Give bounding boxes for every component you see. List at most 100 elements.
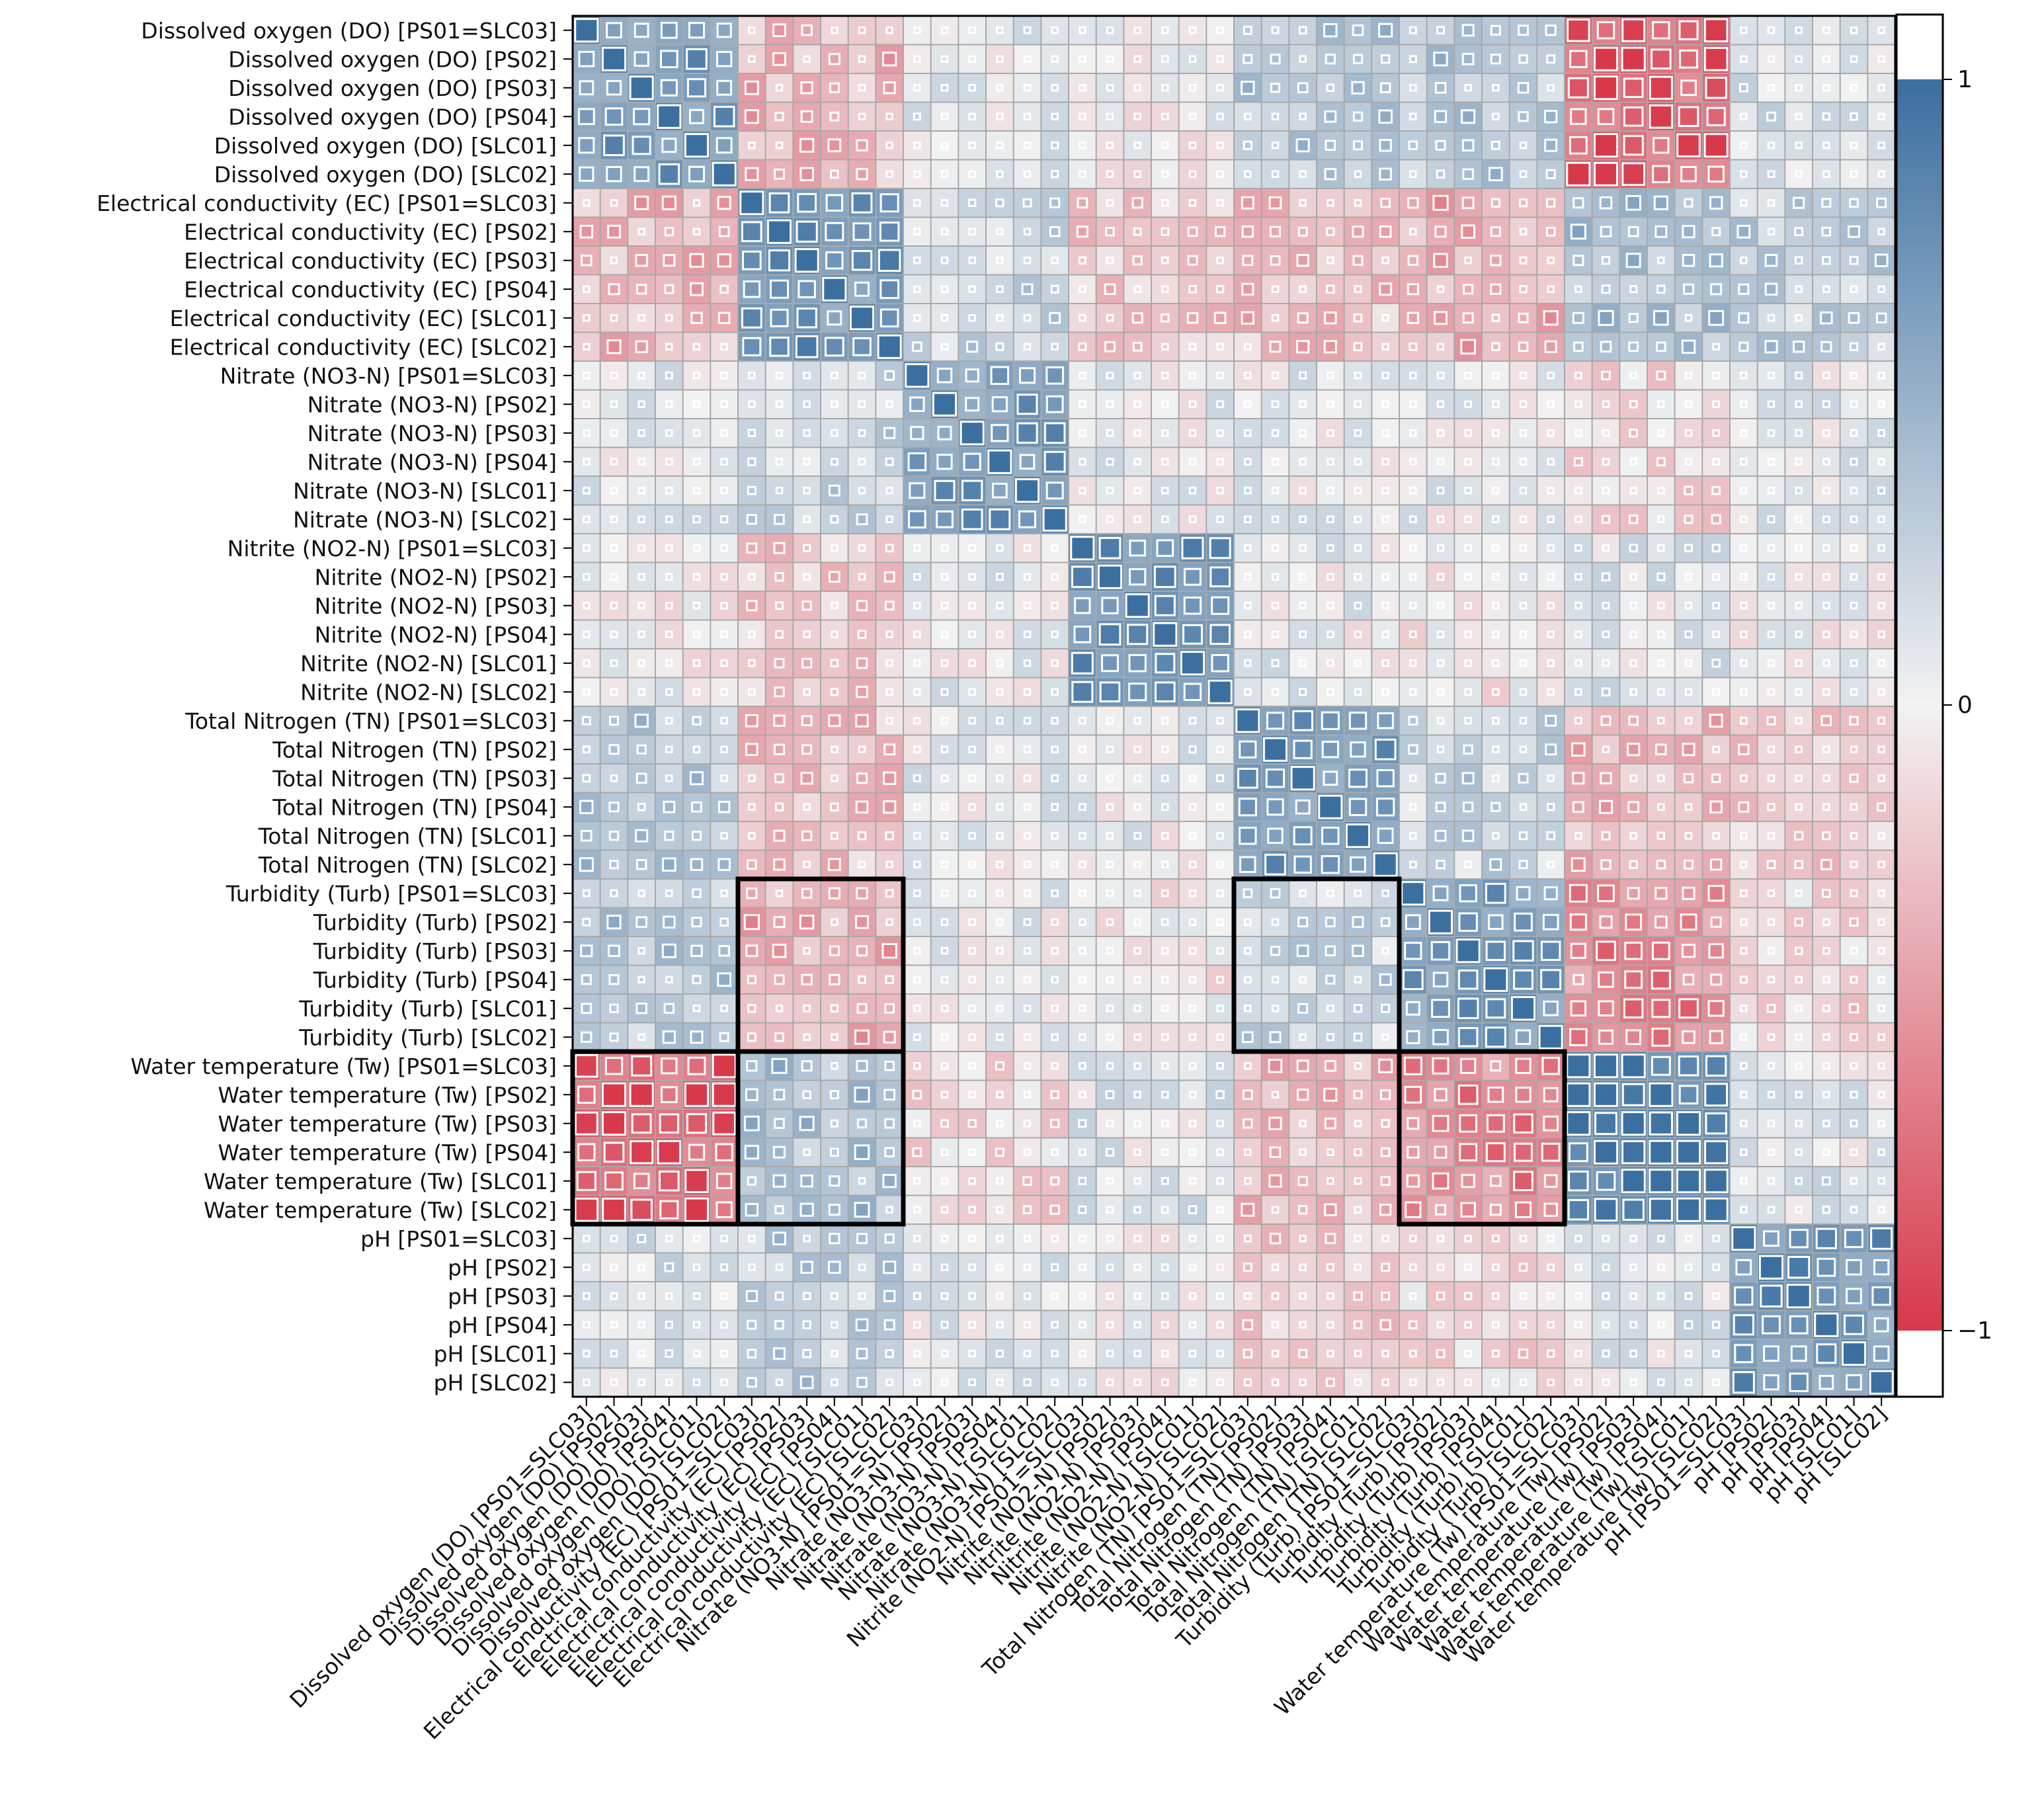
heatmap-cell [1509,879,1537,908]
cell-marker [1327,429,1334,437]
heatmap-cell [1234,649,1262,678]
heatmap-cell [1069,821,1096,850]
heatmap-cell [1206,534,1234,563]
cell-marker [1684,313,1693,322]
cell-marker [665,544,673,552]
heatmap-cell [1702,304,1730,333]
heatmap-cell [1399,44,1427,73]
heatmap-cell [573,44,600,73]
heatmap-cell [1013,677,1041,706]
heatmap-cell [793,792,821,821]
heatmap-cell [1592,505,1620,534]
cell-marker [1161,975,1169,984]
heatmap-cell [1730,850,1758,879]
heatmap-cell [628,361,655,390]
cell-marker [968,285,976,294]
cell-marker [1379,82,1391,93]
heatmap-cell [1730,476,1758,505]
heatmap-cell [793,706,821,735]
cell-marker [1352,54,1364,64]
heatmap-cell [1178,562,1207,591]
heatmap-cell [1813,534,1840,563]
heatmap-cell [1069,764,1096,793]
cell-marker [1216,515,1224,524]
cell-marker [940,716,949,725]
cell-marker [801,715,813,727]
cell-marker [1381,371,1389,380]
heatmap-cell [1619,706,1647,735]
heatmap-cell [1123,131,1151,160]
cell-marker [1795,688,1803,696]
cell-marker [1271,659,1280,667]
heatmap-cell [986,534,1014,563]
heatmap-cell [710,879,738,908]
heatmap-cell [1813,73,1840,103]
cell-marker [1155,653,1176,674]
heatmap-cell [1041,44,1069,73]
heatmap-cell [1151,821,1179,850]
cell-marker [878,249,901,272]
cell-marker [1051,1004,1059,1013]
heatmap-cell [986,821,1014,850]
cell-marker [718,226,730,237]
heatmap-cell [1702,16,1730,45]
heatmap-cell [1509,965,1537,994]
heatmap-cell [1619,102,1647,131]
heatmap-cell [793,850,821,879]
heatmap-cell [738,361,766,390]
heatmap-cell [1069,735,1096,764]
cell-marker [1657,400,1665,409]
cell-marker [795,335,819,358]
cell-marker [1104,283,1116,296]
heatmap-cell [1730,821,1758,850]
heatmap-cell [793,419,821,448]
cell-marker [1601,687,1611,697]
heatmap-cell [1647,16,1675,45]
heatmap-cell [1123,591,1151,620]
cell-marker [1409,831,1417,840]
heatmap-cell [600,332,628,361]
heatmap-cell [1785,965,1813,994]
cell-marker [1106,83,1114,92]
cell-marker [852,222,872,241]
cell-marker [1649,75,1673,100]
cell-marker [1409,803,1417,811]
cell-marker [1129,568,1147,586]
cell-marker [1657,716,1665,725]
cell-marker [633,51,649,67]
cell-marker [1574,429,1582,437]
heatmap-cell [1867,16,1895,45]
cell-marker [1079,371,1086,380]
cell-marker [1207,679,1233,704]
cell-marker [1657,630,1665,639]
cell-marker [1684,716,1693,725]
cell-marker [1436,429,1445,437]
heatmap-cell [573,246,600,275]
heatmap-cell [1647,677,1675,706]
heatmap-cell [876,850,903,879]
cell-marker [637,659,645,667]
heatmap-cell [876,188,903,218]
heatmap-cell [1317,217,1344,246]
heatmap-cell [1041,821,1069,850]
heatmap-cell [1647,102,1675,131]
cell-marker [828,484,840,497]
heatmap-cell [1840,534,1868,563]
cell-marker [1464,659,1472,667]
cell-marker [1795,573,1803,581]
heatmap-cell [1151,591,1179,620]
cell-marker [801,830,813,841]
cell-marker [1795,429,1803,437]
cell-marker [1323,23,1338,38]
cell-marker [1293,739,1313,759]
cell-marker [996,831,1004,840]
cell-marker [913,774,921,782]
cell-marker [1297,82,1309,94]
heatmap-cell [1206,332,1234,361]
heatmap-cell [765,361,794,390]
heatmap-cell [1426,735,1455,764]
cell-marker [1321,741,1339,759]
cell-marker [1161,860,1169,869]
cell-marker [1683,773,1694,784]
cell-marker [908,510,926,529]
